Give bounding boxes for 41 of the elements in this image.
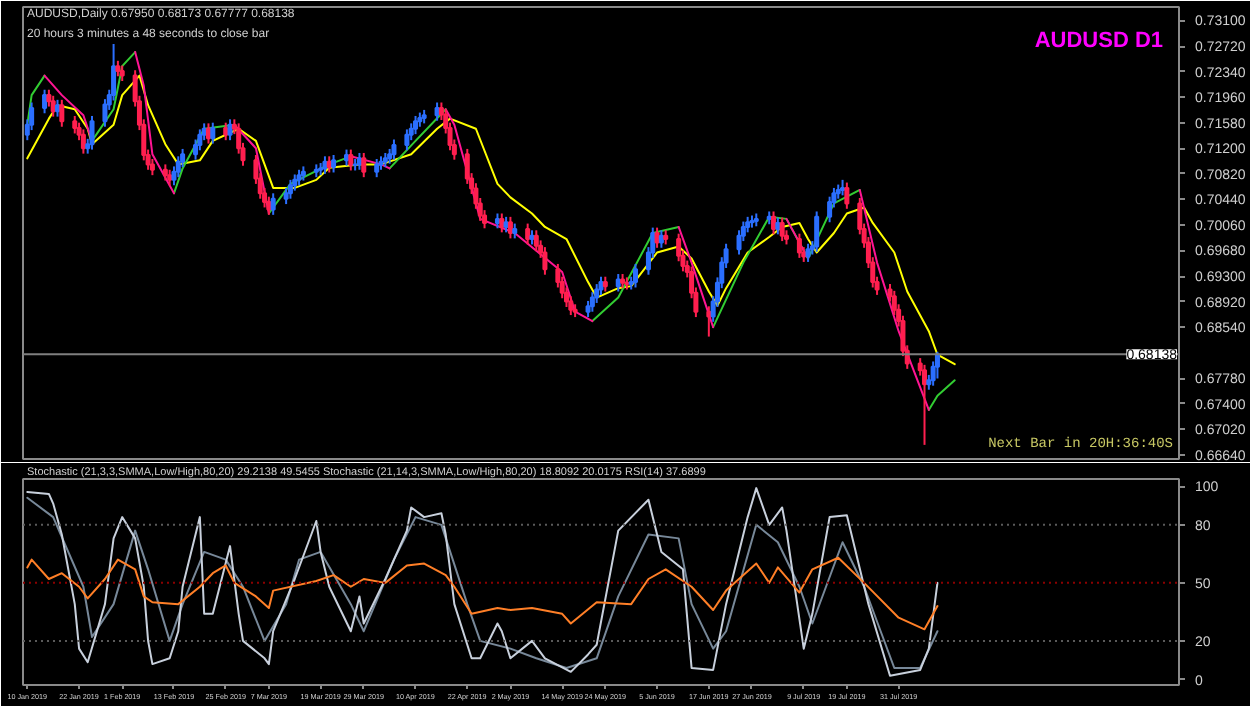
- candlestick: [706, 305, 712, 338]
- candlestick: [361, 151, 367, 179]
- candlestick: [568, 295, 574, 317]
- candlestick: [210, 121, 216, 145]
- candlestick: [676, 232, 682, 263]
- candlestick: [266, 195, 272, 216]
- candlestick: [197, 128, 203, 152]
- candlestick: [287, 178, 293, 200]
- candlestick: [827, 195, 833, 224]
- candlestick: [736, 229, 742, 256]
- candlestick: [391, 138, 397, 161]
- candlestick: [50, 94, 56, 118]
- candlestick: [934, 350, 940, 380]
- candlestick: [80, 128, 86, 155]
- candlestick: [348, 148, 354, 172]
- candlestick: [594, 283, 600, 304]
- text: AUDUSD D1: [1034, 29, 1164, 53]
- candlestick: [499, 212, 505, 234]
- candlestick: [59, 98, 65, 128]
- line-series: [26, 556, 939, 631]
- candlestick: [29, 101, 35, 132]
- candlestick: [89, 114, 95, 151]
- candlestick: [175, 155, 181, 179]
- candlestick: [180, 147, 186, 169]
- candlestick: [404, 128, 410, 152]
- candlestick: [374, 158, 380, 179]
- candlestick: [102, 98, 108, 128]
- candlestick: [270, 192, 276, 216]
- candlestick: [930, 360, 936, 387]
- candlestick: [589, 291, 595, 313]
- candlestick: [796, 232, 802, 259]
- candlestick: [227, 118, 233, 142]
- candlestick: [779, 216, 785, 243]
- candlestick: [542, 246, 548, 276]
- candlestick: [413, 114, 419, 136]
- candlestick: [633, 262, 639, 289]
- candlestick: [598, 275, 604, 296]
- candlestick: [814, 210, 820, 253]
- candlestick: [805, 242, 811, 263]
- candlestick: [844, 181, 850, 210]
- line-series: [26, 74, 956, 366]
